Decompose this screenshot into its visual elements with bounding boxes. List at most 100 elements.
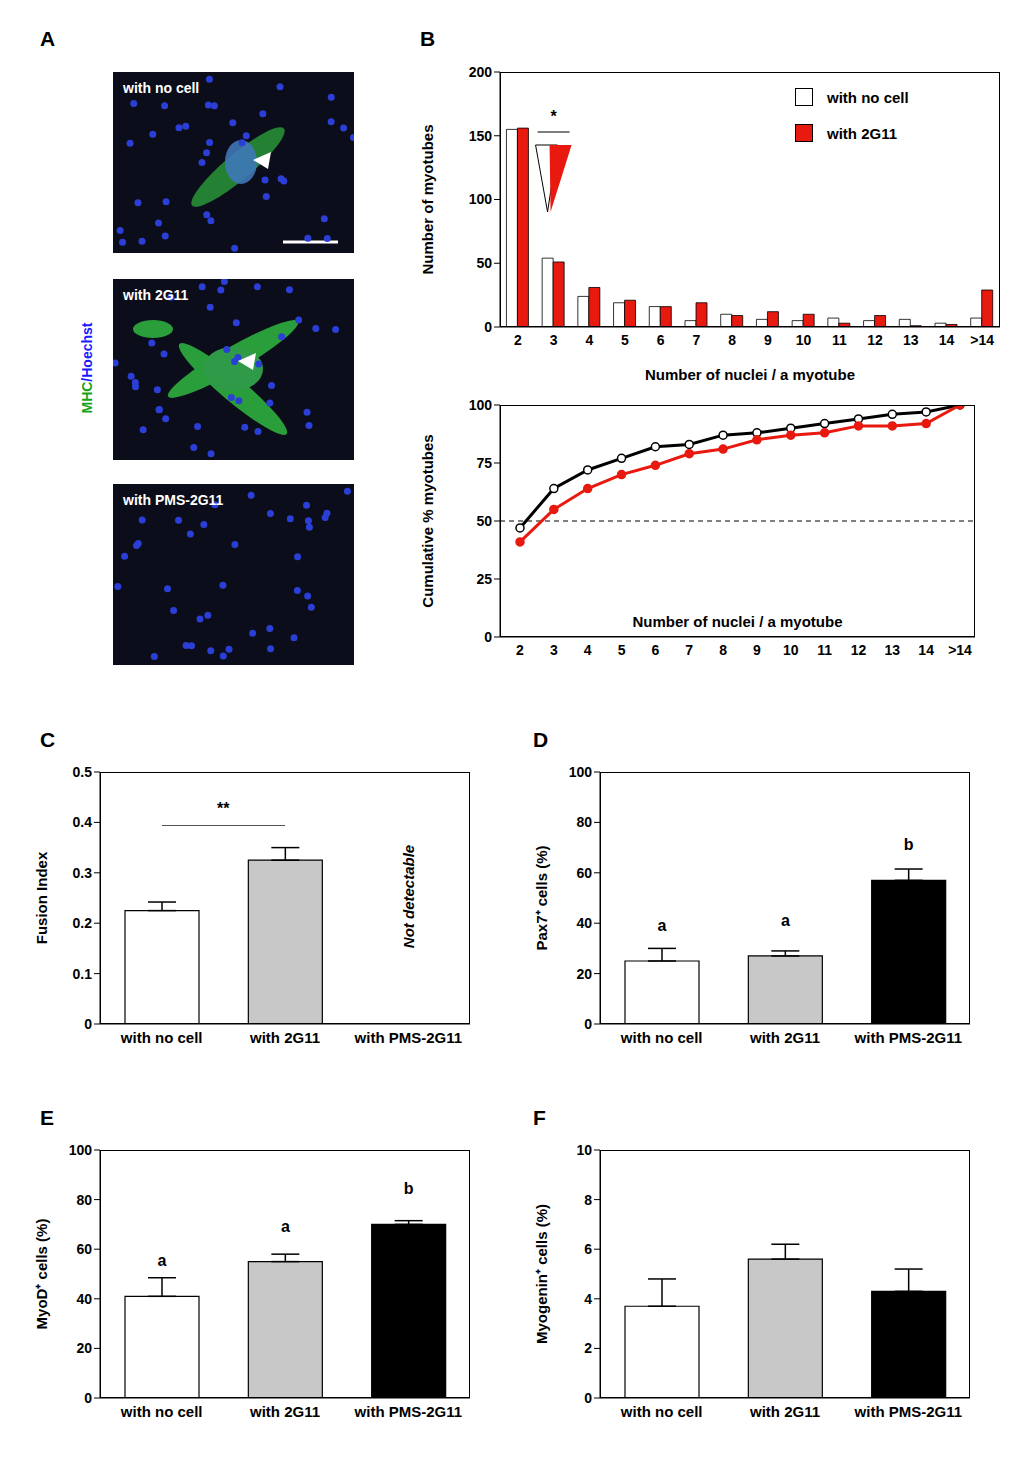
svg-text:75: 75 — [476, 455, 492, 471]
svg-text:with PMS-2G11: with PMS-2G11 — [854, 1029, 963, 1046]
svg-text:Myogenin⁺ cells (%): Myogenin⁺ cells (%) — [533, 1204, 550, 1344]
svg-text:with no cell: with no cell — [620, 1029, 703, 1046]
svg-text:8: 8 — [728, 332, 736, 348]
svg-text:Fusion Index: Fusion Index — [33, 851, 50, 944]
svg-text:0: 0 — [484, 629, 492, 645]
svg-text:13: 13 — [903, 332, 919, 348]
svg-text:20: 20 — [576, 966, 592, 982]
svg-text:with PMS-2G11: with PMS-2G11 — [354, 1029, 463, 1046]
svg-text:100: 100 — [469, 397, 493, 413]
html-text:/Hoechst: /Hoechst — [79, 322, 95, 382]
svg-text:Pax7⁺ cells (%): Pax7⁺ cells (%) — [533, 845, 550, 950]
html-text:Number of nuclei / a myotube: Number of nuclei / a myotube — [632, 613, 843, 630]
svg-text:a: a — [281, 1218, 290, 1235]
svg-text:11: 11 — [832, 332, 847, 348]
svg-text:with 2G11: with 2G11 — [749, 1403, 820, 1420]
html-text:with no cell: with no cell — [827, 88, 909, 106]
svg-text:a: a — [658, 917, 667, 934]
svg-text:0.1: 0.1 — [73, 966, 93, 982]
html-text:B: B — [420, 27, 436, 50]
svg-text:40: 40 — [576, 915, 592, 931]
svg-text:0: 0 — [484, 319, 492, 335]
svg-text:5: 5 — [621, 332, 629, 348]
svg-text:50: 50 — [476, 255, 492, 271]
svg-text:with no cell: with no cell — [120, 1029, 203, 1046]
svg-text:*: * — [550, 108, 557, 125]
svg-text:4: 4 — [584, 1291, 592, 1307]
svg-text:MyoD⁺ cells (%): MyoD⁺ cells (%) — [33, 1219, 50, 1330]
svg-text:80: 80 — [576, 814, 592, 830]
svg-text:20: 20 — [76, 1340, 92, 1356]
svg-text:200: 200 — [469, 64, 493, 80]
svg-text:0.2: 0.2 — [73, 915, 93, 931]
svg-text:with 2G11: with 2G11 — [749, 1029, 820, 1046]
svg-text:12: 12 — [867, 332, 883, 348]
svg-text:>14: >14 — [970, 332, 994, 348]
svg-text:with 2G11: with 2G11 — [249, 1403, 320, 1420]
svg-text:with PMS-2G11: with PMS-2G11 — [354, 1403, 463, 1420]
svg-text:0: 0 — [584, 1016, 592, 1032]
svg-text:7: 7 — [685, 642, 693, 658]
svg-text:with no cell: with no cell — [120, 1403, 203, 1420]
svg-text:Number of myotubes: Number of myotubes — [420, 124, 436, 274]
html-text:with no cell: with no cell — [123, 80, 200, 96]
svg-text:60: 60 — [76, 1241, 92, 1257]
svg-text:3: 3 — [550, 332, 558, 348]
svg-text:0: 0 — [84, 1390, 92, 1406]
svg-text:80: 80 — [76, 1192, 92, 1208]
svg-text:2: 2 — [584, 1340, 592, 1356]
svg-text:6: 6 — [657, 332, 665, 348]
html-text:with 2G11: with 2G11 — [827, 124, 897, 142]
svg-text:9: 9 — [764, 332, 772, 348]
svg-text:2: 2 — [516, 642, 524, 658]
svg-text:0: 0 — [584, 1390, 592, 1406]
svg-text:7: 7 — [693, 332, 701, 348]
svg-text:40: 40 — [76, 1291, 92, 1307]
svg-text:11: 11 — [817, 642, 832, 658]
svg-text:Number of nuclei / a myotube: Number of nuclei / a myotube — [645, 366, 855, 382]
html-text:A: A — [40, 27, 56, 50]
svg-text:10: 10 — [783, 642, 799, 658]
svg-text:0.5: 0.5 — [73, 764, 93, 780]
svg-text:5: 5 — [618, 642, 626, 658]
svg-text:50: 50 — [476, 513, 492, 529]
svg-text:6: 6 — [584, 1241, 592, 1257]
svg-text:0: 0 — [84, 1016, 92, 1032]
svg-text:10: 10 — [576, 1142, 592, 1158]
svg-text:14: 14 — [918, 642, 934, 658]
svg-text:12: 12 — [851, 642, 867, 658]
svg-text:150: 150 — [469, 128, 493, 144]
html-text:MHC: MHC — [79, 381, 95, 414]
svg-text:a: a — [781, 912, 790, 929]
svg-text:0.4: 0.4 — [73, 814, 93, 830]
svg-text:8: 8 — [719, 642, 727, 658]
svg-text:with no cell: with no cell — [620, 1403, 703, 1420]
svg-text:10: 10 — [796, 332, 812, 348]
svg-text:100: 100 — [69, 1142, 93, 1158]
svg-text:60: 60 — [576, 865, 592, 881]
svg-text:4: 4 — [584, 642, 592, 658]
html-text:C: C — [40, 728, 56, 751]
svg-text:0.3: 0.3 — [73, 865, 93, 881]
svg-text:14: 14 — [939, 332, 955, 348]
svg-text:4: 4 — [585, 332, 593, 348]
html-text:Not detectable: Not detectable — [399, 844, 417, 949]
svg-text:6: 6 — [651, 642, 659, 658]
svg-text:2: 2 — [514, 332, 522, 348]
svg-text:25: 25 — [476, 571, 492, 587]
svg-text:with 2G11: with 2G11 — [249, 1029, 320, 1046]
svg-text:8: 8 — [584, 1192, 592, 1208]
html-text:with PMS-2G11: with PMS-2G11 — [123, 492, 224, 508]
svg-text:3: 3 — [550, 642, 558, 658]
svg-text:>14: >14 — [948, 642, 972, 658]
html-text:with 2G11: with 2G11 — [123, 287, 189, 303]
svg-text:100: 100 — [569, 764, 593, 780]
svg-text:Cumulative % myotubes: Cumulative % myotubes — [420, 434, 436, 607]
svg-text:b: b — [904, 836, 914, 853]
svg-text:with PMS-2G11: with PMS-2G11 — [854, 1403, 963, 1420]
svg-text:b: b — [404, 1180, 414, 1197]
svg-text:a: a — [158, 1252, 167, 1269]
svg-text:13: 13 — [885, 642, 901, 658]
svg-text:9: 9 — [753, 642, 761, 658]
svg-text:100: 100 — [469, 191, 493, 207]
